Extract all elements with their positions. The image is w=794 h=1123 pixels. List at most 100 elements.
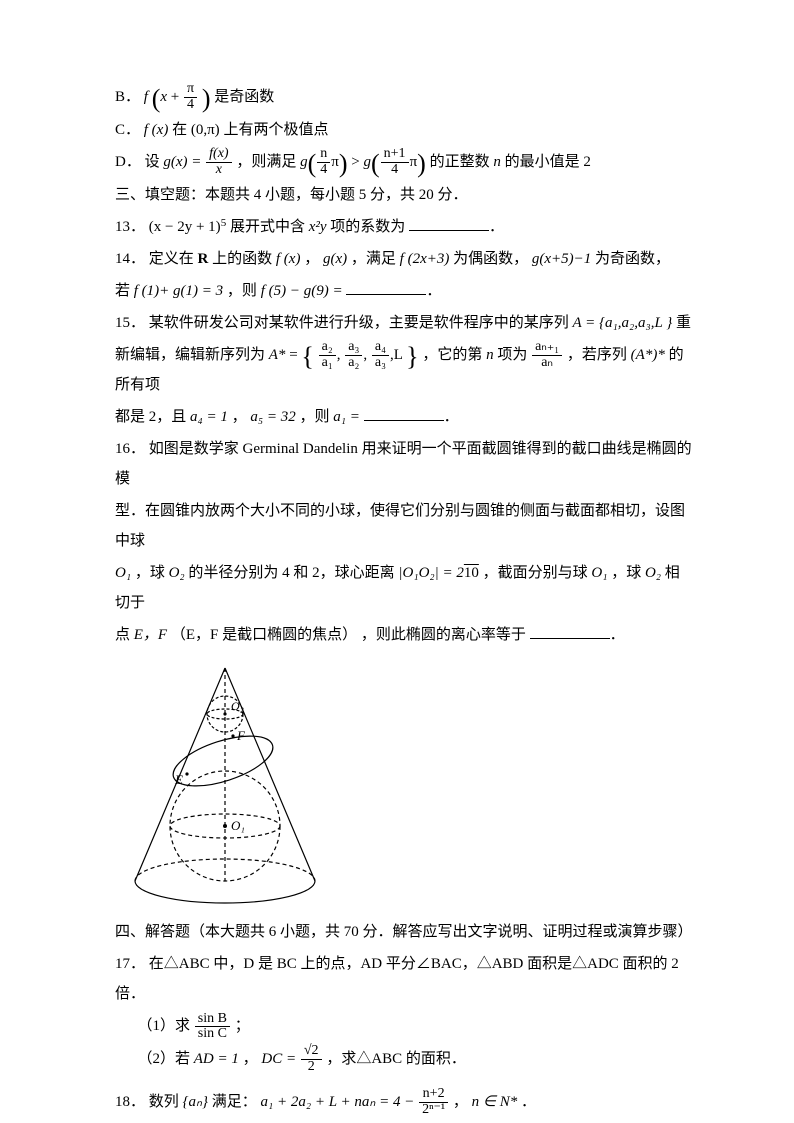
q13: 13． (x − 2y + 1)5 展开式中含 x²y 项的系数为 ． (115, 212, 694, 242)
t: 某软件研发公司对某软件进行升级，主要是软件程序中的某序列 (149, 315, 569, 331)
t: （1）求 (138, 1018, 191, 1034)
opt-b-text: 是奇函数 (214, 89, 274, 105)
qnum: 15． (115, 315, 145, 331)
q14-l1: 14． 定义在 R 上的函数 f (x) ， g(x) ，满足 f (2x+3)… (115, 244, 694, 274)
cond: f (1)+ g(1) = 3 (134, 283, 223, 299)
qnum: 18． (115, 1094, 145, 1110)
t: 重 (676, 315, 691, 331)
A: A = {a₁,a₂,a₃,L } (573, 315, 673, 331)
R: R (198, 251, 209, 267)
dc: DC = (261, 1051, 296, 1067)
label-f: F (236, 728, 246, 743)
t: ，截面分别与球 (483, 565, 588, 581)
qnum: 14． (115, 251, 145, 267)
t: ． (521, 1094, 536, 1110)
t: ，则满足 (236, 154, 296, 170)
q16-l4: 点 E，F （E，F 是截口椭圆的焦点） ，则此椭圆的离心率等于 ． (115, 620, 694, 650)
a4: a₄ = 1 (190, 409, 228, 425)
opt-b-label: B． (115, 89, 140, 105)
interval: (0,π) (191, 122, 220, 138)
t: 上的函数 (212, 251, 272, 267)
t: ，则 (227, 283, 257, 299)
expr: (x − 2y + 1) (149, 219, 221, 235)
gx: g(x) = (163, 154, 201, 170)
q15-l1: 15． 某软件研发公司对某软件进行升级，主要是软件程序中的某序列 A = {a₁… (115, 308, 694, 338)
an: {aₙ} (183, 1094, 208, 1110)
n: n (486, 347, 494, 363)
q17-l1: 17． 在△ABC 中，D 是 BC 上的点，AD 平分∠BAC，△ABD 面积… (115, 949, 694, 1009)
paren: （E，F 是截口椭圆的焦点） (171, 627, 357, 643)
o1: O₁ (115, 565, 131, 581)
Astar: A* (269, 347, 286, 363)
t: 设 (145, 154, 160, 170)
term: x²y (309, 219, 327, 235)
t: 数列 (149, 1094, 179, 1110)
option-d: D． 设 g(x) = f(x)x ，则满足 g(n4π) > g(n+14π)… (115, 147, 694, 178)
AA: (A*)* (631, 347, 665, 363)
q16-l2: 型．在圆锥内放两个大小不同的小球，使得它们分别与圆锥的侧面与截面都相切，设图中球 (115, 496, 694, 556)
q14-l2: 若 f (1)+ g(1) = 3 ，则 f (5) − g(9) = ． (115, 276, 694, 306)
gx: g(x) (323, 251, 347, 267)
q17-p2: （2）若 AD = 1 ， DC = √22 ，求△ABC 的面积． (115, 1044, 694, 1075)
t: ，则 (299, 409, 329, 425)
t: 在△ABC 中，D 是 BC 上的点，AD 平分∠BAC，△ABD 面积是△AD… (115, 956, 679, 1002)
t: ， (453, 1094, 468, 1110)
t: ，若序列 (567, 347, 627, 363)
t: ， (232, 409, 247, 425)
t: ，满足 (351, 251, 396, 267)
sqrt: 10 (464, 565, 479, 581)
section-3-title: 三、填空题：本题共 4 小题，每小题 5 分，共 20 分． (115, 180, 694, 210)
fx: f (x) (276, 251, 301, 267)
t: ，求△ABC 的面积． (326, 1051, 466, 1067)
t: 都是 2，且 (115, 409, 186, 425)
fx: f (x) (144, 122, 169, 138)
t: 为偶函数， (453, 251, 528, 267)
q16-l1: 16． 如图是数学家 Germinal Dandelin 用来证明一个平面截圆锥… (115, 434, 694, 494)
opt-d-label: D． (115, 154, 141, 170)
blank (364, 405, 444, 421)
blank (409, 215, 489, 231)
o1b: O₁ (591, 565, 607, 581)
label-o1: O₁ (231, 818, 245, 833)
q16-l3: O₁ ，球 O₂ 的半径分别为 4 和 2，球心距离 |O₁O₂| = 210 … (115, 558, 694, 618)
qnum: 13． (115, 219, 145, 235)
t: 定义在 (149, 251, 194, 267)
o2b: O₂ (645, 565, 661, 581)
t: 点 (115, 627, 130, 643)
nn: n ∈ N* (472, 1094, 518, 1110)
t: 展开式中含 (230, 219, 305, 235)
q18: 18． 数列 {aₙ} 满足： a₁ + 2a₂ + L + naₙ = 4 −… (115, 1087, 694, 1118)
dist: |O₁O₂| = 2 (398, 565, 463, 581)
t: 为奇函数， (595, 251, 670, 267)
g5: g(x+5)−1 (532, 251, 591, 267)
t: ，它的第 (422, 347, 482, 363)
opt-c-label: C． (115, 122, 140, 138)
t: ，球 (135, 565, 165, 581)
label-e: E (174, 772, 183, 787)
t: 的半径分别为 4 和 2，球心距离 (188, 565, 394, 581)
n: n (493, 154, 501, 170)
cone-figure: O₁ O₂ E F (115, 656, 694, 911)
t: ，则此椭圆的离心率等于 (361, 627, 526, 643)
q17-p1: （1）求 sin Bsin C ； (115, 1011, 694, 1042)
t: 若 (115, 283, 130, 299)
t: 项为 (497, 347, 527, 363)
qnum: 17． (115, 956, 145, 972)
t: 在 (172, 122, 187, 138)
t: 上有两个极值点 (223, 122, 328, 138)
q15-l2: 新编辑，编辑新序列为 A* = { a₂a₁, a₃a₂, a₄a₃,L } ，… (115, 340, 694, 401)
ad: AD = 1 (194, 1051, 239, 1067)
qnum: 16． (115, 441, 145, 457)
t: 的最小值是 2 (505, 154, 591, 170)
section-4-title: 四、解答题（本大题共 6 小题，共 70 分．解答应写出文字说明、证明过程或演算… (115, 917, 694, 947)
t: 满足： (212, 1094, 257, 1110)
blank (346, 279, 426, 295)
t: （2）若 (138, 1051, 191, 1067)
t: 项的系数为 (330, 219, 405, 235)
option-c: C． f (x) 在 (0,π) 上有两个极值点 (115, 115, 694, 145)
t: ，球 (611, 565, 641, 581)
blank (530, 623, 610, 639)
ef: E，F (134, 627, 167, 643)
ans: f (5) − g(9) = (261, 283, 343, 299)
t: 新编辑，编辑新序列为 (115, 347, 265, 363)
